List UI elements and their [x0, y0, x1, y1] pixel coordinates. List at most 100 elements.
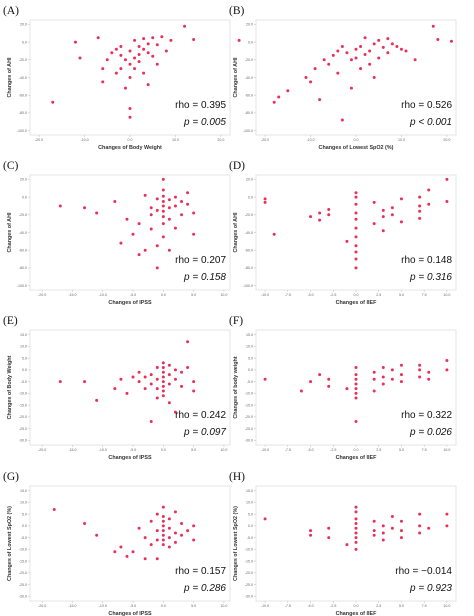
data-point	[167, 363, 171, 367]
p-value-label: p = 0.026	[409, 427, 452, 438]
y-tick-label: 15.0	[246, 489, 253, 493]
x-tick-label: 0.0	[354, 448, 359, 452]
data-point	[381, 45, 385, 49]
data-point	[161, 209, 165, 213]
y-tick-label: -30.0	[245, 439, 253, 443]
panel-label: (A)	[3, 5, 19, 17]
data-point	[263, 197, 267, 201]
y-tick-label: 5.0	[22, 512, 27, 516]
x-tick-label: -10.0	[261, 448, 269, 452]
data-point	[368, 49, 372, 53]
data-point	[327, 213, 331, 217]
x-tick-label: 0.0	[161, 604, 166, 608]
data-point	[418, 368, 422, 372]
chart-panel: (B) 20.0 0.0 -20.0 -40.0 -60.0 -80.0 -100.0 -20.…	[229, 5, 457, 151]
y-tick-label: -60.0	[19, 248, 27, 252]
data-point	[161, 533, 165, 537]
data-point	[377, 38, 381, 42]
data-point	[372, 389, 376, 393]
data-point	[149, 420, 153, 424]
y-axis-title: Changes of Lowest SpO2 (%)	[7, 506, 13, 581]
p-value-label: p < 0.001	[409, 117, 452, 128]
data-point	[354, 391, 358, 395]
data-point	[142, 71, 146, 75]
y-tick-label: 0.0	[248, 524, 253, 528]
data-point	[125, 554, 129, 558]
data-point	[427, 188, 431, 192]
rho-label: rho = 0.395	[175, 100, 226, 111]
data-point	[354, 211, 358, 215]
y-tick-label: 20.0	[246, 178, 253, 182]
data-point	[349, 86, 353, 90]
data-point	[445, 177, 449, 181]
data-point	[399, 363, 403, 367]
data-point	[192, 37, 196, 41]
data-point	[105, 58, 109, 62]
x-tick-label: 10.0	[220, 448, 227, 452]
x-tick-label: 20.0	[443, 138, 450, 142]
rho-label: rho = 0.526	[401, 100, 452, 111]
data-point	[95, 398, 99, 402]
data-point	[143, 387, 147, 391]
data-point	[83, 206, 87, 210]
data-point	[137, 253, 141, 257]
chart-panel: (G) 15.0 10.0 5.0 0.0 -5.0 -10.0 -15.0 -20.0 -25.…	[3, 471, 231, 616]
data-point	[142, 37, 146, 41]
data-point	[119, 67, 123, 71]
rho-label: rho = 0.242	[175, 410, 226, 421]
x-axis-title: Changes of IPSS	[108, 455, 152, 461]
data-point	[263, 200, 267, 204]
data-point	[354, 517, 358, 521]
x-axis-title: Changes of IPSS	[108, 300, 152, 306]
data-point	[143, 193, 147, 197]
x-tick-label: -10.0	[261, 604, 269, 608]
y-tick-label: -20.0	[19, 415, 27, 419]
data-point	[123, 86, 127, 90]
data-point	[161, 361, 165, 365]
data-point	[128, 106, 132, 110]
data-point	[436, 37, 440, 41]
data-point	[180, 213, 184, 217]
data-point	[349, 58, 353, 62]
x-tick-label: -10.0	[99, 604, 107, 608]
data-point	[318, 218, 322, 222]
data-point	[354, 195, 358, 199]
data-point	[381, 538, 385, 542]
data-point	[137, 526, 141, 530]
x-tick-label: -7.5	[285, 604, 291, 608]
x-tick-label: -20.0	[261, 138, 269, 142]
data-point	[173, 540, 177, 544]
data-point	[309, 380, 313, 384]
y-axis-title: Changes of AHI	[233, 57, 239, 97]
data-point	[381, 215, 385, 219]
data-point	[399, 380, 403, 384]
data-point	[277, 95, 281, 99]
data-point	[399, 529, 403, 533]
data-point	[155, 62, 159, 66]
data-point	[427, 370, 431, 374]
x-axis-title: Changes of IPSS	[108, 611, 152, 616]
data-point	[418, 209, 422, 213]
data-point	[318, 373, 322, 377]
data-point	[327, 526, 331, 530]
data-point	[390, 377, 394, 381]
y-tick-label: -15.0	[245, 403, 253, 407]
data-point	[128, 49, 132, 53]
x-tick-label: 10.0	[443, 604, 450, 608]
data-point	[381, 366, 385, 370]
data-point	[372, 76, 376, 79]
y-tick-label: -20.0	[19, 58, 27, 62]
data-point	[167, 536, 171, 540]
data-point	[180, 522, 184, 526]
data-point	[354, 366, 358, 370]
data-point	[128, 115, 132, 119]
chart-panel: (F) 15.0 10.0 5.0 0.0 -5.0 -10.0 -15.0 -20.0 -25.…	[229, 315, 457, 461]
data-point	[167, 198, 171, 202]
rho-label: rho = 0.148	[401, 255, 452, 266]
panel-label: (B)	[229, 5, 245, 17]
data-point	[123, 58, 127, 62]
data-point	[359, 67, 363, 71]
y-tick-label: -100.0	[243, 129, 253, 133]
data-point	[73, 40, 77, 44]
